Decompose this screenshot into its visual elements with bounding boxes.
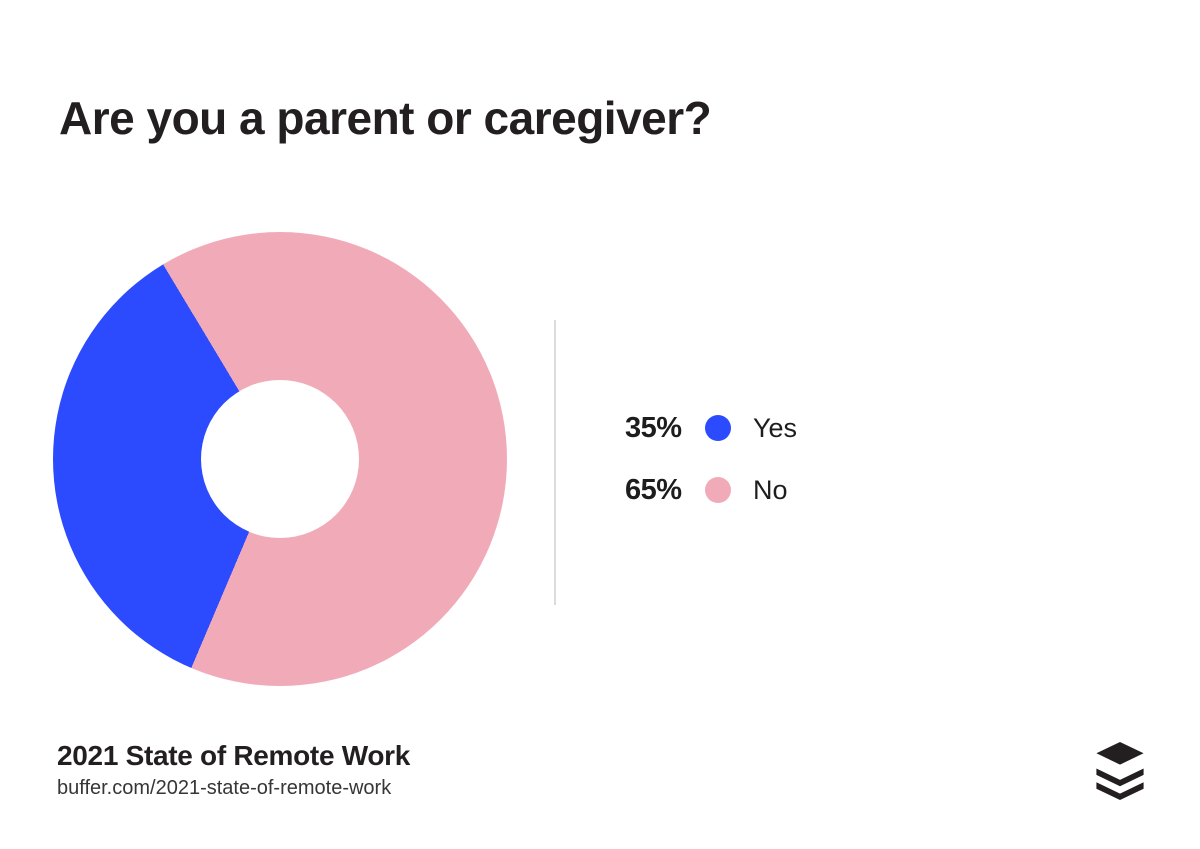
donut-chart [53, 232, 507, 686]
source-url: buffer.com/2021-state-of-remote-work [57, 777, 392, 799]
legend-divider [554, 320, 556, 605]
legend-row-yes: 35% Yes [625, 404, 797, 452]
legend-percent-yes: 35% [625, 411, 682, 444]
legend-label-no: No [753, 474, 788, 505]
legend-swatch-no-icon [705, 477, 731, 503]
legend-label-yes: Yes [753, 412, 798, 443]
page-title: Are you a parent or caregiver? [59, 91, 712, 144]
source-title: 2021 State of Remote Work [57, 740, 410, 771]
donut-hole [201, 380, 359, 538]
legend-percent-no: 65% [625, 473, 682, 506]
legend-swatch-yes-icon [705, 415, 731, 441]
legend-row-no: 65% No [625, 466, 797, 514]
chart-legend: 35% Yes 65% No [625, 404, 797, 514]
buffer-logo-icon [1096, 742, 1144, 800]
